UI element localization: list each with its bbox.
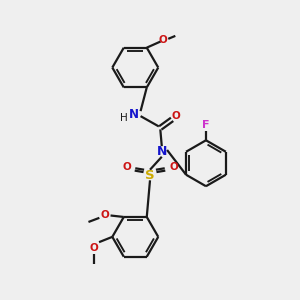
Text: O: O [122, 162, 131, 172]
Text: F: F [202, 120, 210, 130]
Text: O: O [89, 243, 98, 253]
Text: O: O [100, 211, 109, 220]
Text: S: S [145, 169, 155, 182]
Text: O: O [172, 111, 180, 121]
Text: O: O [169, 162, 178, 172]
Text: N: N [157, 145, 167, 158]
Text: N: N [129, 108, 139, 121]
Text: O: O [159, 35, 167, 45]
Text: H: H [120, 113, 128, 123]
